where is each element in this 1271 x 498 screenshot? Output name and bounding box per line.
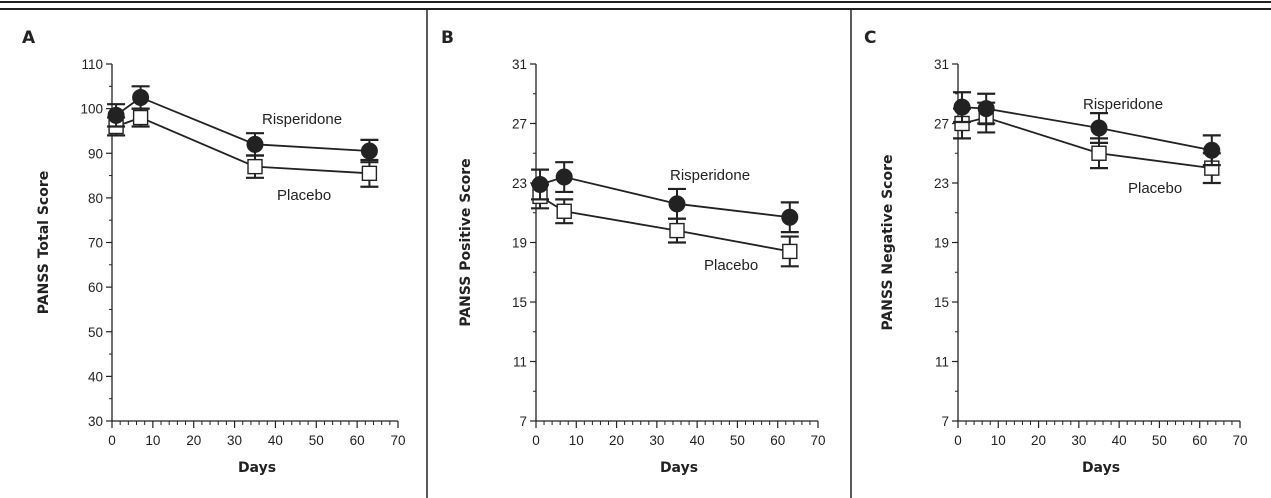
x-tick-label: 0 xyxy=(108,433,116,448)
y-tick-label: 40 xyxy=(88,369,103,384)
series-line-risperidone xyxy=(539,176,790,219)
x-tick-label: 60 xyxy=(350,433,365,448)
panel-letter: C xyxy=(864,28,876,48)
x-tick-label: 0 xyxy=(954,433,962,448)
data-point-risperidone xyxy=(977,100,995,118)
x-tick-label: 60 xyxy=(770,433,785,448)
series-line-risperidone xyxy=(115,96,370,152)
y-tick-label: 27 xyxy=(934,117,949,132)
data-point-risperidone xyxy=(668,195,686,213)
y-tick-label: 31 xyxy=(512,57,527,72)
x-tick-label: 0 xyxy=(532,433,540,448)
series-line-placebo xyxy=(961,116,1212,170)
y-tick-label: 7 xyxy=(519,414,527,429)
data-point-risperidone xyxy=(953,98,971,116)
x-tick-label: 30 xyxy=(649,433,664,448)
data-point-risperidone xyxy=(360,142,378,160)
x-tick-label: 10 xyxy=(145,433,160,448)
panel-letter: A xyxy=(22,28,36,48)
data-point-placebo xyxy=(556,203,572,219)
y-tick-label: 23 xyxy=(934,176,949,191)
panel-letter: B xyxy=(441,28,454,48)
y-tick-label: 19 xyxy=(934,236,949,251)
x-axis-title: Days xyxy=(1082,460,1120,476)
data-point-risperidone xyxy=(781,208,799,226)
x-tick-label: 40 xyxy=(1112,433,1127,448)
y-tick-label: 70 xyxy=(88,236,103,251)
series-label-placebo: Placebo xyxy=(277,187,331,204)
y-axis-title: PANSS Negative Score xyxy=(880,154,896,330)
series-label-placebo: Placebo xyxy=(1128,180,1182,197)
y-tick-label: 15 xyxy=(934,295,949,310)
data-point-risperidone xyxy=(107,106,125,124)
data-point-placebo xyxy=(361,165,378,182)
x-tick-label: 50 xyxy=(309,433,324,448)
data-point-placebo xyxy=(247,158,263,175)
data-point-risperidone xyxy=(132,88,150,106)
x-tick-label: 50 xyxy=(730,433,745,448)
top-rule xyxy=(0,1,1271,3)
x-tick-label: 50 xyxy=(1152,433,1167,448)
series-line-risperidone xyxy=(961,106,1212,152)
x-tick-label: 20 xyxy=(1031,433,1046,448)
y-tick-label: 11 xyxy=(513,355,527,370)
series-line-placebo xyxy=(539,195,790,253)
series-label-risperidone: Risperidone xyxy=(670,167,750,184)
x-axis-title: Days xyxy=(660,460,698,476)
y-tick-label: 15 xyxy=(512,295,527,310)
x-tick-label: 10 xyxy=(569,433,584,448)
y-tick-label: 90 xyxy=(88,146,103,161)
data-point-placebo xyxy=(782,243,798,260)
y-tick-label: 23 xyxy=(512,176,527,191)
x-tick-label: 70 xyxy=(390,433,405,448)
y-tick-label: 27 xyxy=(512,117,527,132)
data-point-placebo xyxy=(669,222,685,239)
y-tick-label: 31 xyxy=(934,57,949,72)
y-tick-label: 80 xyxy=(88,191,103,206)
y-tick-label: 30 xyxy=(88,414,103,429)
data-point-placebo xyxy=(1091,145,1107,161)
x-tick-label: 30 xyxy=(1071,433,1086,448)
x-tick-label: 20 xyxy=(186,433,201,448)
y-tick-label: 50 xyxy=(88,325,103,340)
y-tick-label: 11 xyxy=(935,355,949,370)
y-tick-label: 7 xyxy=(941,414,949,429)
x-tick-label: 40 xyxy=(690,433,705,448)
x-tick-label: 40 xyxy=(268,433,283,448)
data-point-risperidone xyxy=(1090,119,1108,137)
y-tick-label: 110 xyxy=(81,57,103,72)
x-tick-label: 20 xyxy=(609,433,624,448)
y-tick-label: 100 xyxy=(80,102,103,117)
y-tick-label: 60 xyxy=(88,280,103,295)
data-point-risperidone xyxy=(246,135,264,153)
y-tick-label: 19 xyxy=(512,236,527,251)
series-line-placebo xyxy=(115,116,370,175)
x-tick-label: 70 xyxy=(810,433,825,448)
series-label-risperidone: Risperidone xyxy=(1083,96,1163,113)
series-label-risperidone: Risperidone xyxy=(262,111,342,128)
y-axis-title: PANSS Positive Score xyxy=(458,158,474,326)
data-point-risperidone xyxy=(1203,141,1221,159)
data-point-risperidone xyxy=(531,175,549,193)
data-point-placebo xyxy=(132,109,149,126)
x-tick-label: 10 xyxy=(991,433,1006,448)
x-axis-title: Days xyxy=(238,460,276,476)
y-axis-title: PANSS Total Score xyxy=(36,171,52,314)
x-tick-label: 60 xyxy=(1192,433,1207,448)
x-tick-label: 70 xyxy=(1232,433,1247,448)
data-point-risperidone xyxy=(555,168,573,186)
series-label-placebo: Placebo xyxy=(704,257,758,274)
x-tick-label: 30 xyxy=(227,433,242,448)
top-rule-second xyxy=(0,8,1271,10)
